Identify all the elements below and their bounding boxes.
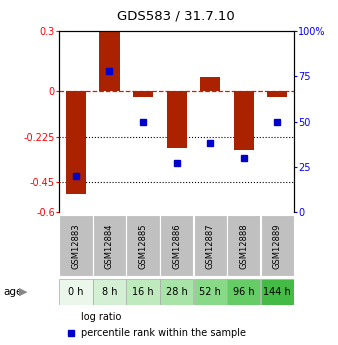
Bar (194, 279, 227, 305)
Text: GSM12886: GSM12886 (172, 223, 181, 269)
Bar (200, 77, 220, 91)
Text: age: age (3, 287, 23, 297)
Bar (59, 215, 93, 276)
Bar (234, 91, 254, 150)
Text: 144 h: 144 h (263, 287, 291, 297)
Bar (93, 279, 126, 305)
Text: 28 h: 28 h (166, 287, 188, 297)
Bar (126, 279, 160, 305)
Bar (99, 31, 120, 91)
Text: log ratio: log ratio (81, 312, 121, 322)
Bar (160, 279, 193, 305)
Text: ▶: ▶ (19, 287, 28, 297)
Text: GSM12884: GSM12884 (105, 223, 114, 268)
Text: GSM12883: GSM12883 (71, 223, 80, 269)
Bar (167, 91, 187, 148)
Text: 96 h: 96 h (233, 287, 255, 297)
Text: GSM12887: GSM12887 (206, 223, 215, 269)
Text: GSM12885: GSM12885 (139, 223, 148, 268)
Bar (267, 91, 287, 97)
Text: 8 h: 8 h (102, 287, 117, 297)
Text: GSM12889: GSM12889 (273, 223, 282, 268)
Bar (227, 279, 260, 305)
Bar (227, 215, 260, 276)
Bar (133, 91, 153, 97)
Bar (194, 215, 227, 276)
Text: percentile rank within the sample: percentile rank within the sample (81, 328, 246, 338)
Bar (261, 215, 294, 276)
Text: GDS583 / 31.7.10: GDS583 / 31.7.10 (117, 9, 235, 22)
Bar (59, 279, 93, 305)
Text: GSM12888: GSM12888 (239, 223, 248, 269)
Bar (66, 91, 86, 194)
Bar (126, 215, 160, 276)
Bar (261, 279, 294, 305)
Text: 0 h: 0 h (68, 287, 84, 297)
Text: 52 h: 52 h (199, 287, 221, 297)
Bar (160, 215, 193, 276)
Text: 16 h: 16 h (132, 287, 154, 297)
Bar (93, 215, 126, 276)
